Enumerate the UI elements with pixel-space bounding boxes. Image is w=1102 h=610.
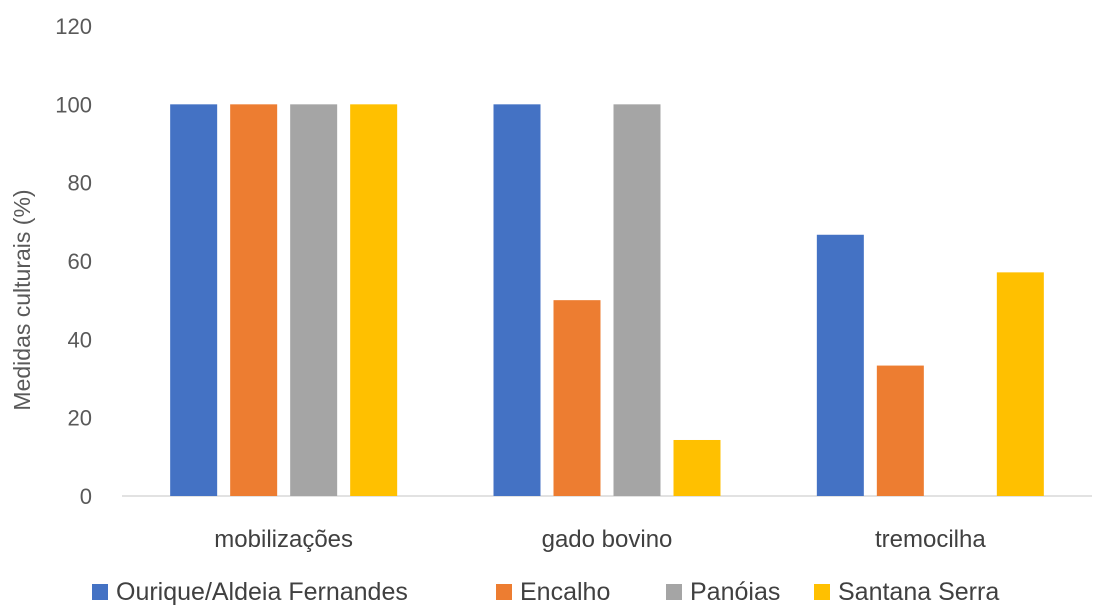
y-tick-label: 100 [55, 92, 92, 117]
x-category-label: gado bovino [542, 526, 673, 553]
y-axis-title: Medidas culturais (%) [9, 189, 35, 410]
legend-swatch [92, 584, 108, 600]
y-tick-label: 60 [68, 249, 92, 274]
bar [553, 300, 601, 496]
legend-label: Santana Serra [838, 578, 999, 606]
y-tick-label: 20 [68, 406, 92, 431]
bar [230, 104, 278, 496]
bar [996, 272, 1044, 496]
y-axis-ticks: 0 20 40 60 80 100 120 [55, 14, 92, 509]
legend-label: Ourique/Aldeia Fernandes [116, 578, 408, 606]
y-tick-label: 120 [55, 14, 92, 39]
bar [350, 104, 398, 496]
bar [493, 104, 541, 496]
legend-swatch [814, 584, 830, 600]
bar [170, 104, 218, 496]
bar [290, 104, 338, 496]
bars [170, 104, 1044, 496]
bar [816, 234, 864, 496]
legend-swatch [666, 584, 682, 600]
x-category-label: mobilizações [214, 526, 353, 553]
bar [673, 439, 721, 496]
legend: Ourique/Aldeia Fernandes Encalho Panóias Sa… [92, 578, 999, 606]
bar [613, 104, 661, 496]
y-tick-label: 0 [80, 484, 92, 509]
x-axis-category-labels: mobilizações gado bovino tremocilha [214, 526, 986, 553]
legend-label: Panóias [690, 578, 780, 606]
y-tick-label: 40 [68, 327, 92, 352]
x-category-label: tremocilha [875, 526, 986, 553]
y-tick-label: 80 [68, 171, 92, 196]
bar [876, 365, 924, 496]
legend-swatch [496, 584, 512, 600]
legend-label: Encalho [520, 578, 610, 606]
